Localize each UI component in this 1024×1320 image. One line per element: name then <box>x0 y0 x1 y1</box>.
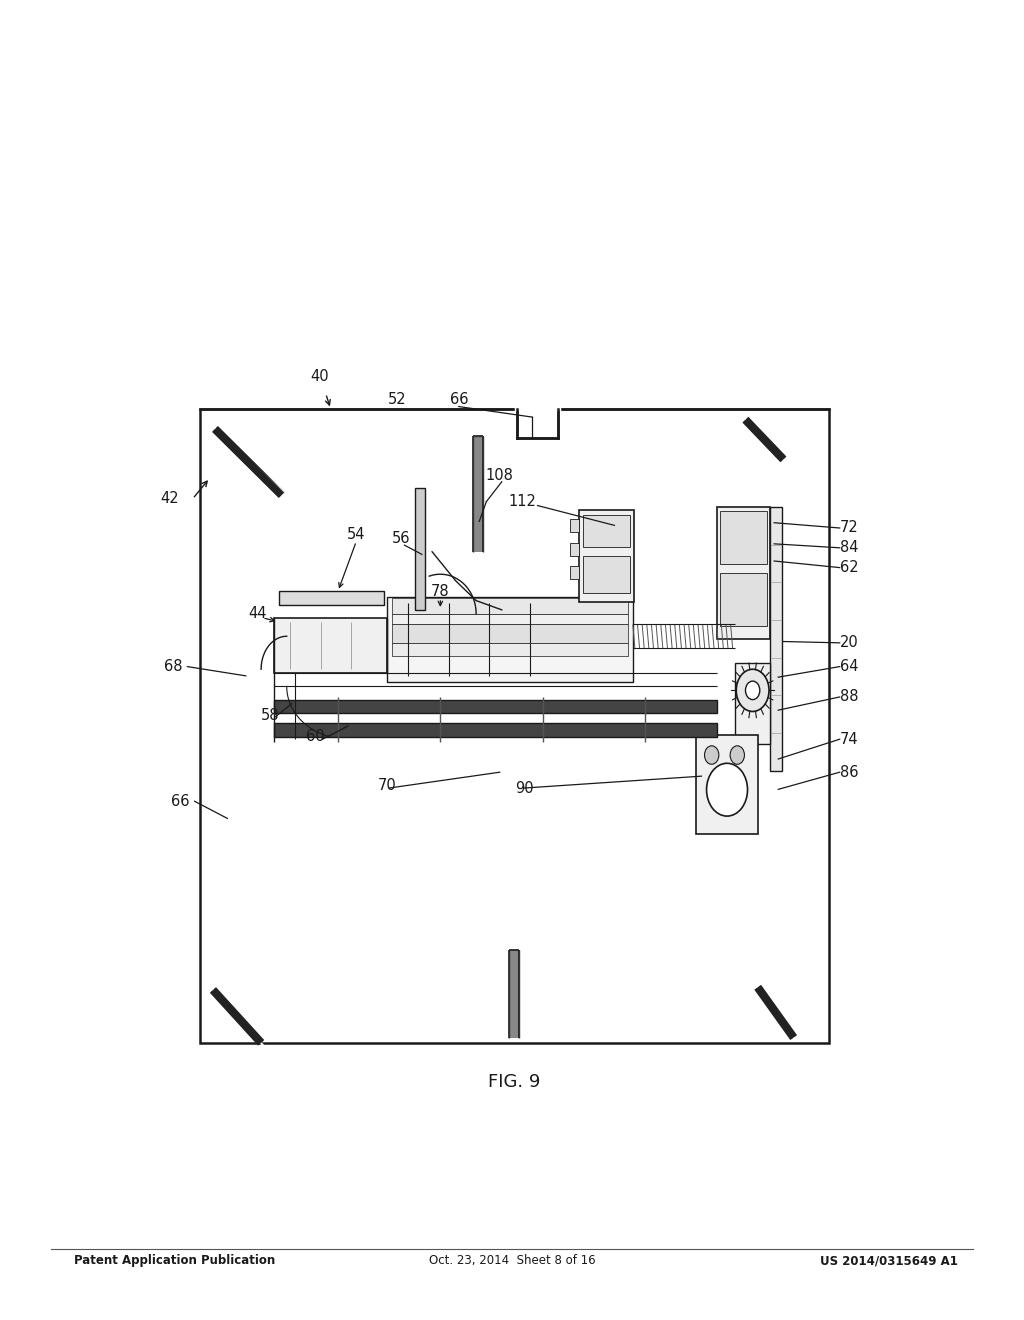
Bar <box>570 566 579 579</box>
Text: 52: 52 <box>388 392 407 408</box>
Text: 54: 54 <box>347 527 366 543</box>
Circle shape <box>730 746 744 764</box>
Text: 84: 84 <box>840 540 858 556</box>
Bar <box>415 488 425 610</box>
Text: 66: 66 <box>450 392 468 408</box>
Text: 20: 20 <box>840 635 858 651</box>
Bar <box>200 409 829 1043</box>
Bar <box>392 614 628 624</box>
Bar <box>392 643 628 656</box>
Text: 60: 60 <box>306 729 325 744</box>
Circle shape <box>705 746 719 764</box>
Text: 66: 66 <box>171 793 189 809</box>
Text: 108: 108 <box>485 467 514 483</box>
Bar <box>583 556 630 593</box>
Bar <box>570 519 579 532</box>
Bar <box>579 510 634 602</box>
Bar <box>473 436 483 552</box>
Text: US 2014/0315649 A1: US 2014/0315649 A1 <box>819 1254 957 1267</box>
Text: 56: 56 <box>392 531 411 546</box>
Text: 86: 86 <box>840 764 858 780</box>
Bar <box>583 515 630 548</box>
Text: 90: 90 <box>515 780 534 796</box>
Text: 74: 74 <box>840 731 858 747</box>
Bar <box>509 950 519 1038</box>
Circle shape <box>736 669 769 711</box>
Text: 68: 68 <box>164 659 182 675</box>
Circle shape <box>707 763 748 816</box>
Bar <box>387 597 633 682</box>
Text: 40: 40 <box>310 368 329 384</box>
Circle shape <box>745 681 760 700</box>
Bar <box>720 573 767 626</box>
Bar <box>717 507 770 639</box>
Bar <box>570 543 579 556</box>
Bar <box>392 624 628 643</box>
Text: 88: 88 <box>840 689 858 705</box>
Text: 70: 70 <box>378 777 396 793</box>
Text: 44: 44 <box>249 606 267 622</box>
Bar <box>279 591 384 605</box>
Bar <box>392 598 628 614</box>
Bar <box>735 663 770 744</box>
Text: FIG. 9: FIG. 9 <box>487 1073 541 1092</box>
Bar <box>720 511 767 564</box>
Bar <box>770 507 782 771</box>
Text: 78: 78 <box>431 583 450 599</box>
Bar <box>274 700 717 713</box>
Text: 64: 64 <box>840 659 858 675</box>
Text: 42: 42 <box>161 491 179 507</box>
Text: 72: 72 <box>840 520 858 536</box>
Text: 112: 112 <box>508 494 537 510</box>
Text: Oct. 23, 2014  Sheet 8 of 16: Oct. 23, 2014 Sheet 8 of 16 <box>429 1254 595 1267</box>
Bar <box>274 618 387 673</box>
Text: Patent Application Publication: Patent Application Publication <box>74 1254 275 1267</box>
Text: 58: 58 <box>261 708 280 723</box>
Bar <box>274 723 717 737</box>
Bar <box>696 735 758 834</box>
Text: 62: 62 <box>840 560 858 576</box>
